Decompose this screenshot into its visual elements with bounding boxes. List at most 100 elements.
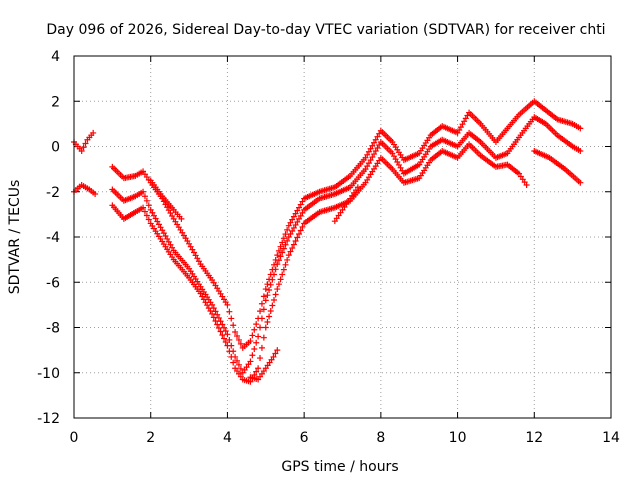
data-point	[266, 313, 273, 320]
data-point	[299, 209, 306, 216]
data-point	[178, 215, 185, 222]
data-point	[222, 339, 229, 346]
data-point	[290, 224, 297, 231]
data-point	[145, 216, 152, 223]
data-point	[297, 201, 304, 208]
data-point	[284, 256, 291, 263]
data-point	[371, 139, 378, 146]
data-point	[272, 266, 279, 273]
data-point	[284, 237, 291, 244]
data-point	[271, 297, 278, 304]
data-point	[266, 287, 273, 294]
data-point	[287, 248, 294, 255]
series-track-8	[531, 148, 584, 186]
data-point	[274, 252, 281, 259]
data-point	[258, 300, 265, 307]
data-point	[258, 315, 265, 322]
data-point	[274, 261, 281, 268]
data-point	[284, 226, 291, 233]
data-point	[294, 207, 301, 214]
data-point	[289, 227, 296, 234]
data-point	[267, 281, 274, 288]
series-track-4	[109, 114, 584, 376]
data-point	[260, 334, 267, 341]
data-point	[92, 191, 99, 198]
data-point	[364, 151, 371, 158]
data-point	[264, 319, 271, 326]
data-point	[143, 212, 150, 219]
data-point	[294, 218, 301, 225]
data-point	[364, 163, 371, 170]
data-point	[285, 222, 292, 229]
data-point	[260, 293, 267, 300]
data-point	[251, 326, 258, 333]
data-point	[274, 286, 281, 293]
data-point	[280, 245, 287, 252]
tick-layer: 0 2 4 6 8 10 12 14 -12 -10 -8 -6 -4 -2 0 2 4	[37, 49, 620, 446]
data-point	[228, 353, 235, 360]
x-tick-label: 4	[223, 430, 232, 446]
grid-layer	[74, 56, 611, 418]
chart-title: Day 096 of 2026, Sidereal Day-to-day VTE…	[46, 22, 605, 38]
data-point	[145, 202, 152, 209]
data-point	[257, 324, 264, 331]
data-point	[272, 291, 279, 298]
x-tick-label: 12	[525, 430, 543, 446]
data-point	[292, 221, 299, 228]
x-tick-label: 8	[376, 430, 385, 446]
data-point	[264, 281, 271, 288]
data-point	[249, 332, 256, 339]
data-point	[272, 350, 279, 357]
data-point	[82, 140, 89, 147]
data-point	[279, 239, 286, 246]
data-point	[209, 310, 216, 317]
data-point	[253, 339, 260, 346]
data-point	[234, 357, 241, 364]
data-point	[294, 234, 301, 241]
y-tick-label: -10	[37, 366, 60, 382]
data-point	[374, 145, 381, 152]
data-point	[143, 197, 150, 204]
series-track-7	[247, 347, 281, 383]
data-point	[215, 325, 222, 332]
data-point	[279, 271, 286, 278]
data-point	[224, 342, 231, 349]
data-point	[365, 160, 372, 167]
data-point	[221, 324, 228, 331]
data-point	[280, 235, 287, 242]
data-point	[235, 336, 242, 343]
data-point	[362, 166, 369, 173]
data-point	[282, 261, 289, 268]
data-point	[372, 136, 379, 143]
data-point	[78, 148, 85, 155]
series-track-2	[71, 181, 99, 198]
y-tick-label: 0	[51, 140, 60, 156]
data-point	[228, 315, 235, 322]
x-tick-label: 10	[449, 430, 467, 446]
data-point	[577, 125, 584, 132]
data-point	[523, 181, 530, 188]
data-point	[141, 193, 148, 200]
y-tick-label: -6	[46, 275, 60, 291]
y-tick-label: 2	[51, 94, 60, 110]
data-point	[367, 145, 374, 152]
data-point	[237, 340, 244, 347]
y-tick-label: -12	[37, 411, 60, 427]
data-point	[262, 324, 269, 331]
data-point	[257, 308, 264, 315]
data-point	[215, 314, 222, 321]
data-point	[260, 306, 267, 313]
data-point	[289, 245, 296, 252]
data-point	[271, 261, 278, 268]
series-layer	[71, 98, 584, 385]
x-axis-label: GPS time / hours	[281, 459, 398, 475]
data-point	[275, 281, 282, 288]
data-point	[255, 365, 262, 372]
data-point	[224, 301, 231, 308]
data-point	[292, 238, 299, 245]
data-point	[230, 359, 237, 366]
data-point	[367, 157, 374, 164]
data-point	[374, 133, 381, 140]
y-tick-label: 4	[51, 49, 60, 65]
